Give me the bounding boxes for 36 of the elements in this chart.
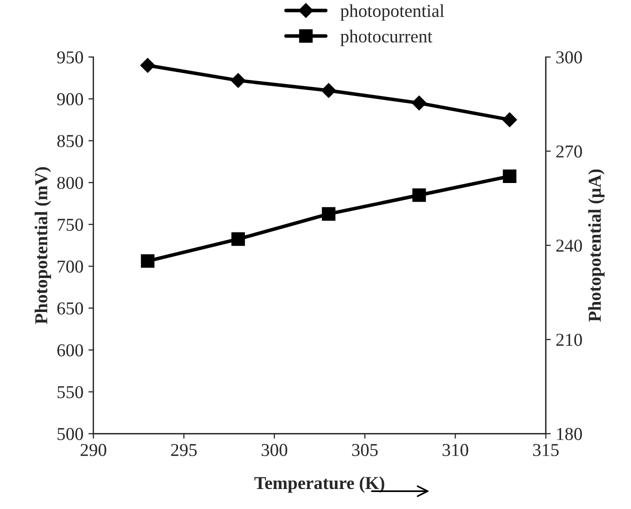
point: [230, 73, 246, 88]
point: [502, 170, 516, 184]
x-tick-label: 295: [171, 444, 197, 456]
point: [321, 83, 336, 98]
x-tick-label: 305: [352, 444, 378, 456]
y-tick-label: 850: [57, 134, 83, 148]
legend-label: photocurrent: [340, 30, 432, 46]
y-tick-label: 550: [58, 386, 83, 398]
point: [140, 254, 154, 268]
point: [502, 112, 518, 128]
y-axis-title: Photopotential (mV): [34, 167, 52, 324]
y2-tick-label: 270: [556, 145, 582, 158]
point: [412, 188, 426, 202]
point: [140, 58, 156, 73]
legend-label: photopotential: [340, 4, 444, 21]
y2-tick-label: 180: [557, 428, 582, 440]
point: [231, 232, 245, 246]
point: [412, 96, 427, 110]
x-tick-label: 290: [80, 444, 106, 456]
y-tick-label: 650: [57, 302, 83, 315]
x-tick-label: 315: [533, 444, 559, 456]
y-tick-label: 950: [57, 51, 83, 64]
y2-axis-title: Photopotential (µA): [588, 169, 605, 322]
y-tick-label: 800: [57, 176, 83, 190]
y-tick-label: 700: [58, 260, 83, 273]
y-tick-label: 500: [58, 428, 83, 440]
point: [322, 207, 336, 221]
x-axis-title: Temperature (K): [254, 476, 384, 493]
x-tick-label: 300: [262, 444, 288, 456]
y-tick-label: 900: [57, 93, 83, 106]
y2-tick-label: 240: [556, 240, 582, 252]
y2-tick-label: 210: [556, 334, 582, 346]
y2-tick-label: 300: [556, 51, 582, 64]
y-tick-label: 600: [57, 344, 83, 356]
x-tick-label: 310: [442, 444, 468, 456]
y-tick-label: 750: [58, 218, 83, 231]
